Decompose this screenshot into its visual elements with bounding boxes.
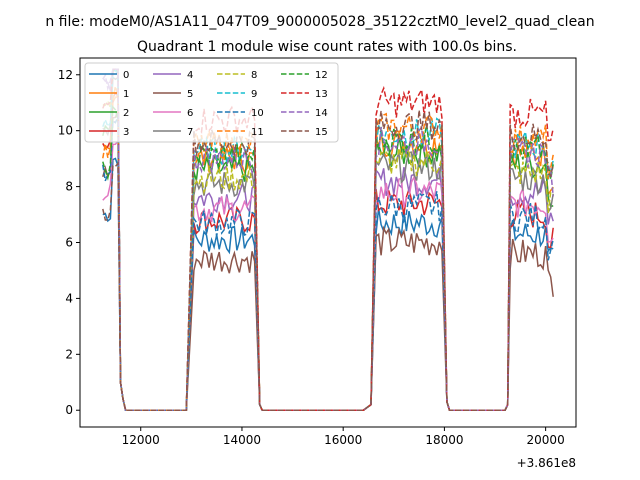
- y-tick-label: 10: [58, 124, 73, 138]
- x-tick-label: 20000: [527, 433, 565, 447]
- y-tick-label: 8: [65, 180, 73, 194]
- x-tick-label: 16000: [324, 433, 362, 447]
- y-tick-label: 12: [58, 68, 73, 82]
- legend-label: 6: [187, 108, 193, 119]
- legend-label: 8: [251, 70, 257, 81]
- figure-suptitle: n file: modeM0/AS1A11_047T09_9000005028_…: [45, 14, 594, 30]
- legend-label: 2: [123, 108, 129, 119]
- series-line-10: [102, 116, 554, 411]
- series-line-12: [102, 105, 554, 411]
- legend-label: 3: [123, 127, 129, 138]
- series-line-6: [102, 138, 554, 411]
- legend-box: [84, 62, 339, 143]
- legend-label: 12: [315, 70, 328, 81]
- y-tick-label: 0: [65, 403, 73, 417]
- legend-label: 1: [123, 89, 129, 100]
- legend-label: 4: [187, 70, 193, 81]
- x-tick-label: 18000: [425, 433, 463, 447]
- series-layer: [102, 68, 554, 411]
- series-line-5: [102, 110, 554, 411]
- legend-label: 13: [315, 89, 328, 100]
- x-axis-offset-label: +3.861e8: [517, 456, 576, 470]
- legend-label: 15: [315, 127, 328, 138]
- legend-label: 7: [187, 127, 193, 138]
- x-axis: 12000 14000 16000 18000 20000: [122, 427, 565, 447]
- chart-title: Quadrant 1 module wise count rates with …: [137, 39, 517, 55]
- legend-label: 9: [251, 89, 257, 100]
- legend-label: 10: [251, 108, 264, 119]
- x-tick-label: 14000: [223, 433, 261, 447]
- series-line-0: [102, 157, 554, 411]
- series-line-1: [102, 95, 554, 411]
- y-tick-label: 2: [65, 347, 73, 361]
- series-line-15: [102, 110, 554, 411]
- legend-label: 11: [251, 127, 264, 138]
- x-tick-label: 12000: [122, 433, 160, 447]
- y-axis: 0 2 4 6 8 10 12: [58, 68, 80, 417]
- legend-label: 14: [315, 108, 328, 119]
- y-tick-label: 6: [65, 236, 73, 250]
- legend-label: 5: [187, 89, 193, 100]
- legend-label: 0: [123, 70, 129, 81]
- y-tick-label: 4: [65, 291, 73, 305]
